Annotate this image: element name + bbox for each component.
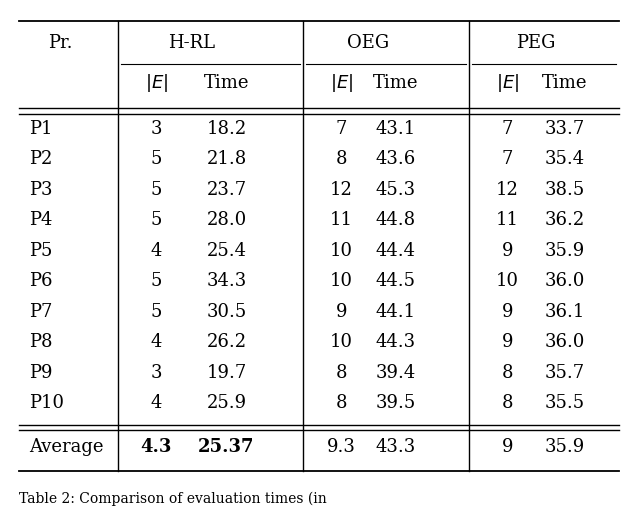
Text: 5: 5 [151,211,162,229]
Text: P5: P5 [29,242,52,260]
Text: 35.9: 35.9 [544,438,585,457]
Text: 25.9: 25.9 [207,394,246,412]
Text: 28.0: 28.0 [206,211,247,229]
Text: 3: 3 [151,120,162,138]
Text: 33.7: 33.7 [544,120,585,138]
Text: 18.2: 18.2 [206,120,247,138]
Text: P7: P7 [29,303,52,321]
Text: 5: 5 [151,272,162,290]
Text: 7: 7 [501,150,513,168]
Text: P10: P10 [29,394,64,412]
Text: 36.0: 36.0 [544,272,585,290]
Text: P9: P9 [29,364,52,382]
Text: 4.3: 4.3 [140,438,172,457]
Text: 38.5: 38.5 [544,181,585,199]
Text: 35.7: 35.7 [545,364,584,382]
Text: 35.4: 35.4 [545,150,584,168]
Text: Time: Time [542,74,588,92]
Text: Table 2: Comparison of evaluation times (in: Table 2: Comparison of evaluation times … [19,492,327,506]
Text: $|E|$: $|E|$ [145,72,168,94]
Text: OEG: OEG [347,34,390,52]
Text: Average: Average [29,438,103,457]
Text: 9.3: 9.3 [327,438,356,457]
Text: 25.37: 25.37 [198,438,255,457]
Text: 9: 9 [501,303,513,321]
Text: 10: 10 [330,333,353,351]
Text: 8: 8 [336,150,347,168]
Text: Time: Time [204,74,249,92]
Text: 35.9: 35.9 [544,242,585,260]
Text: 44.3: 44.3 [376,333,415,351]
Text: 36.2: 36.2 [544,211,585,229]
Text: 8: 8 [336,364,347,382]
Text: 9: 9 [336,303,347,321]
Text: P2: P2 [29,150,52,168]
Text: P6: P6 [29,272,52,290]
Text: 44.8: 44.8 [376,211,415,229]
Text: 8: 8 [501,394,513,412]
Text: 43.1: 43.1 [375,120,416,138]
Text: 9: 9 [501,438,513,457]
Text: 12: 12 [496,181,519,199]
Text: H-RL: H-RL [168,34,215,52]
Text: 10: 10 [330,242,353,260]
Text: Pr.: Pr. [48,34,73,52]
Text: P1: P1 [29,120,52,138]
Text: P4: P4 [29,211,52,229]
Text: 7: 7 [501,120,513,138]
Text: 43.3: 43.3 [375,438,416,457]
Text: 11: 11 [496,211,519,229]
Text: 23.7: 23.7 [207,181,246,199]
Text: 34.3: 34.3 [206,272,247,290]
Text: 3: 3 [151,364,162,382]
Text: 10: 10 [330,272,353,290]
Text: 5: 5 [151,181,162,199]
Text: 26.2: 26.2 [207,333,246,351]
Text: 36.0: 36.0 [544,333,585,351]
Text: 11: 11 [330,211,353,229]
Text: PEG: PEG [516,34,556,52]
Text: 8: 8 [336,394,347,412]
Text: 5: 5 [151,150,162,168]
Text: 43.6: 43.6 [375,150,416,168]
Text: P8: P8 [29,333,52,351]
Text: 35.5: 35.5 [545,394,584,412]
Text: Time: Time [373,74,419,92]
Text: 4: 4 [151,394,162,412]
Text: 8: 8 [501,364,513,382]
Text: 19.7: 19.7 [206,364,247,382]
Text: 9: 9 [501,242,513,260]
Text: 45.3: 45.3 [376,181,415,199]
Text: 44.4: 44.4 [376,242,415,260]
Text: 4: 4 [151,333,162,351]
Text: 21.8: 21.8 [206,150,247,168]
Text: P3: P3 [29,181,52,199]
Text: 44.5: 44.5 [376,272,415,290]
Text: 44.1: 44.1 [376,303,415,321]
Text: $|E|$: $|E|$ [330,72,353,94]
Text: 12: 12 [330,181,353,199]
Text: 7: 7 [336,120,347,138]
Text: $|E|$: $|E|$ [496,72,519,94]
Text: 5: 5 [151,303,162,321]
Text: 4: 4 [151,242,162,260]
Text: 36.1: 36.1 [544,303,585,321]
Text: 39.5: 39.5 [375,394,416,412]
Text: 30.5: 30.5 [206,303,247,321]
Text: 9: 9 [501,333,513,351]
Text: 10: 10 [496,272,519,290]
Text: 25.4: 25.4 [207,242,246,260]
Text: 39.4: 39.4 [375,364,416,382]
